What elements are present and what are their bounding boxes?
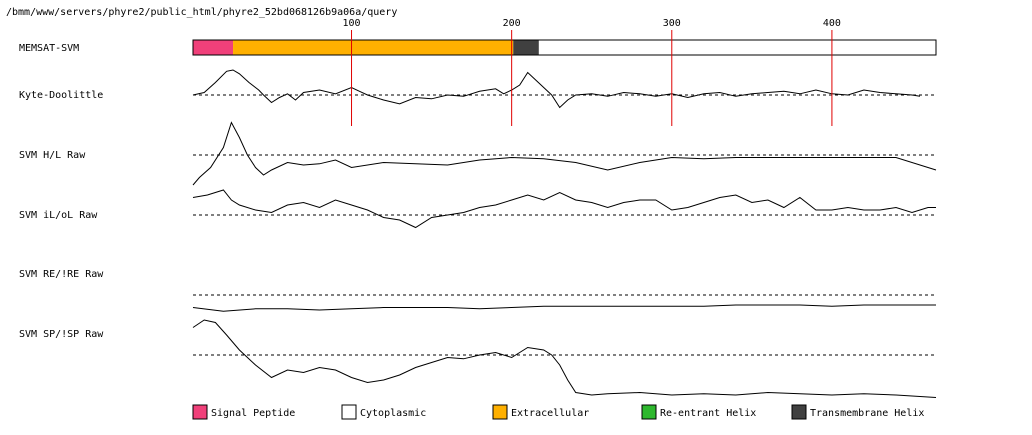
legend: Signal Peptide Cytoplasmic Extracellular Re… bbox=[192, 404, 924, 420]
series-line bbox=[192, 319, 937, 398]
memsat-segment bbox=[193, 40, 234, 55]
query-path: /bmm/www/servers/phyre2/public_html/phyr… bbox=[6, 7, 397, 18]
track-lines bbox=[192, 69, 937, 398]
memsat-bar bbox=[192, 39, 937, 56]
memsat-bar-frame bbox=[192, 39, 937, 56]
legend-swatch bbox=[641, 404, 657, 420]
position-markers bbox=[351, 30, 833, 126]
track-label: SVM iL/oL Raw bbox=[19, 210, 98, 221]
series-line bbox=[192, 121, 937, 186]
track-label: MEMSAT-SVM bbox=[19, 43, 79, 54]
memsat-segment bbox=[538, 40, 936, 55]
legend-label: Extracellular bbox=[511, 408, 589, 419]
series-line bbox=[192, 69, 921, 109]
series-line bbox=[192, 189, 936, 229]
track-label: SVM H/L Raw bbox=[19, 150, 86, 161]
legend-swatch bbox=[492, 404, 508, 420]
x-tick-label: 400 bbox=[823, 18, 841, 29]
track-label: SVM RE/!RE Raw bbox=[19, 269, 104, 280]
legend-label: Transmembrane Helix bbox=[810, 408, 924, 419]
memsat-segment bbox=[513, 40, 539, 55]
legend-swatch bbox=[341, 404, 357, 420]
legend-label: Re-entrant Helix bbox=[660, 408, 756, 419]
track-label: SVM SP/!SP Raw bbox=[19, 329, 104, 340]
memsat-segment bbox=[233, 40, 514, 55]
x-tick-label: 200 bbox=[503, 18, 521, 29]
series-line bbox=[192, 304, 936, 312]
track-labels: MEMSAT-SVM Kyte-Doolittle SVM H/L Raw SVM i… bbox=[19, 43, 104, 340]
x-tick-label: 300 bbox=[663, 18, 681, 29]
legend-label: Signal Peptide bbox=[211, 408, 295, 419]
legend-swatch bbox=[192, 404, 208, 420]
x-tick-label: 100 bbox=[342, 18, 360, 29]
x-tick-labels: 100 200 300 400 bbox=[342, 18, 840, 29]
track-label: Kyte-Doolittle bbox=[19, 90, 103, 101]
legend-label: Cytoplasmic bbox=[360, 408, 426, 419]
legend-swatch bbox=[791, 404, 807, 420]
